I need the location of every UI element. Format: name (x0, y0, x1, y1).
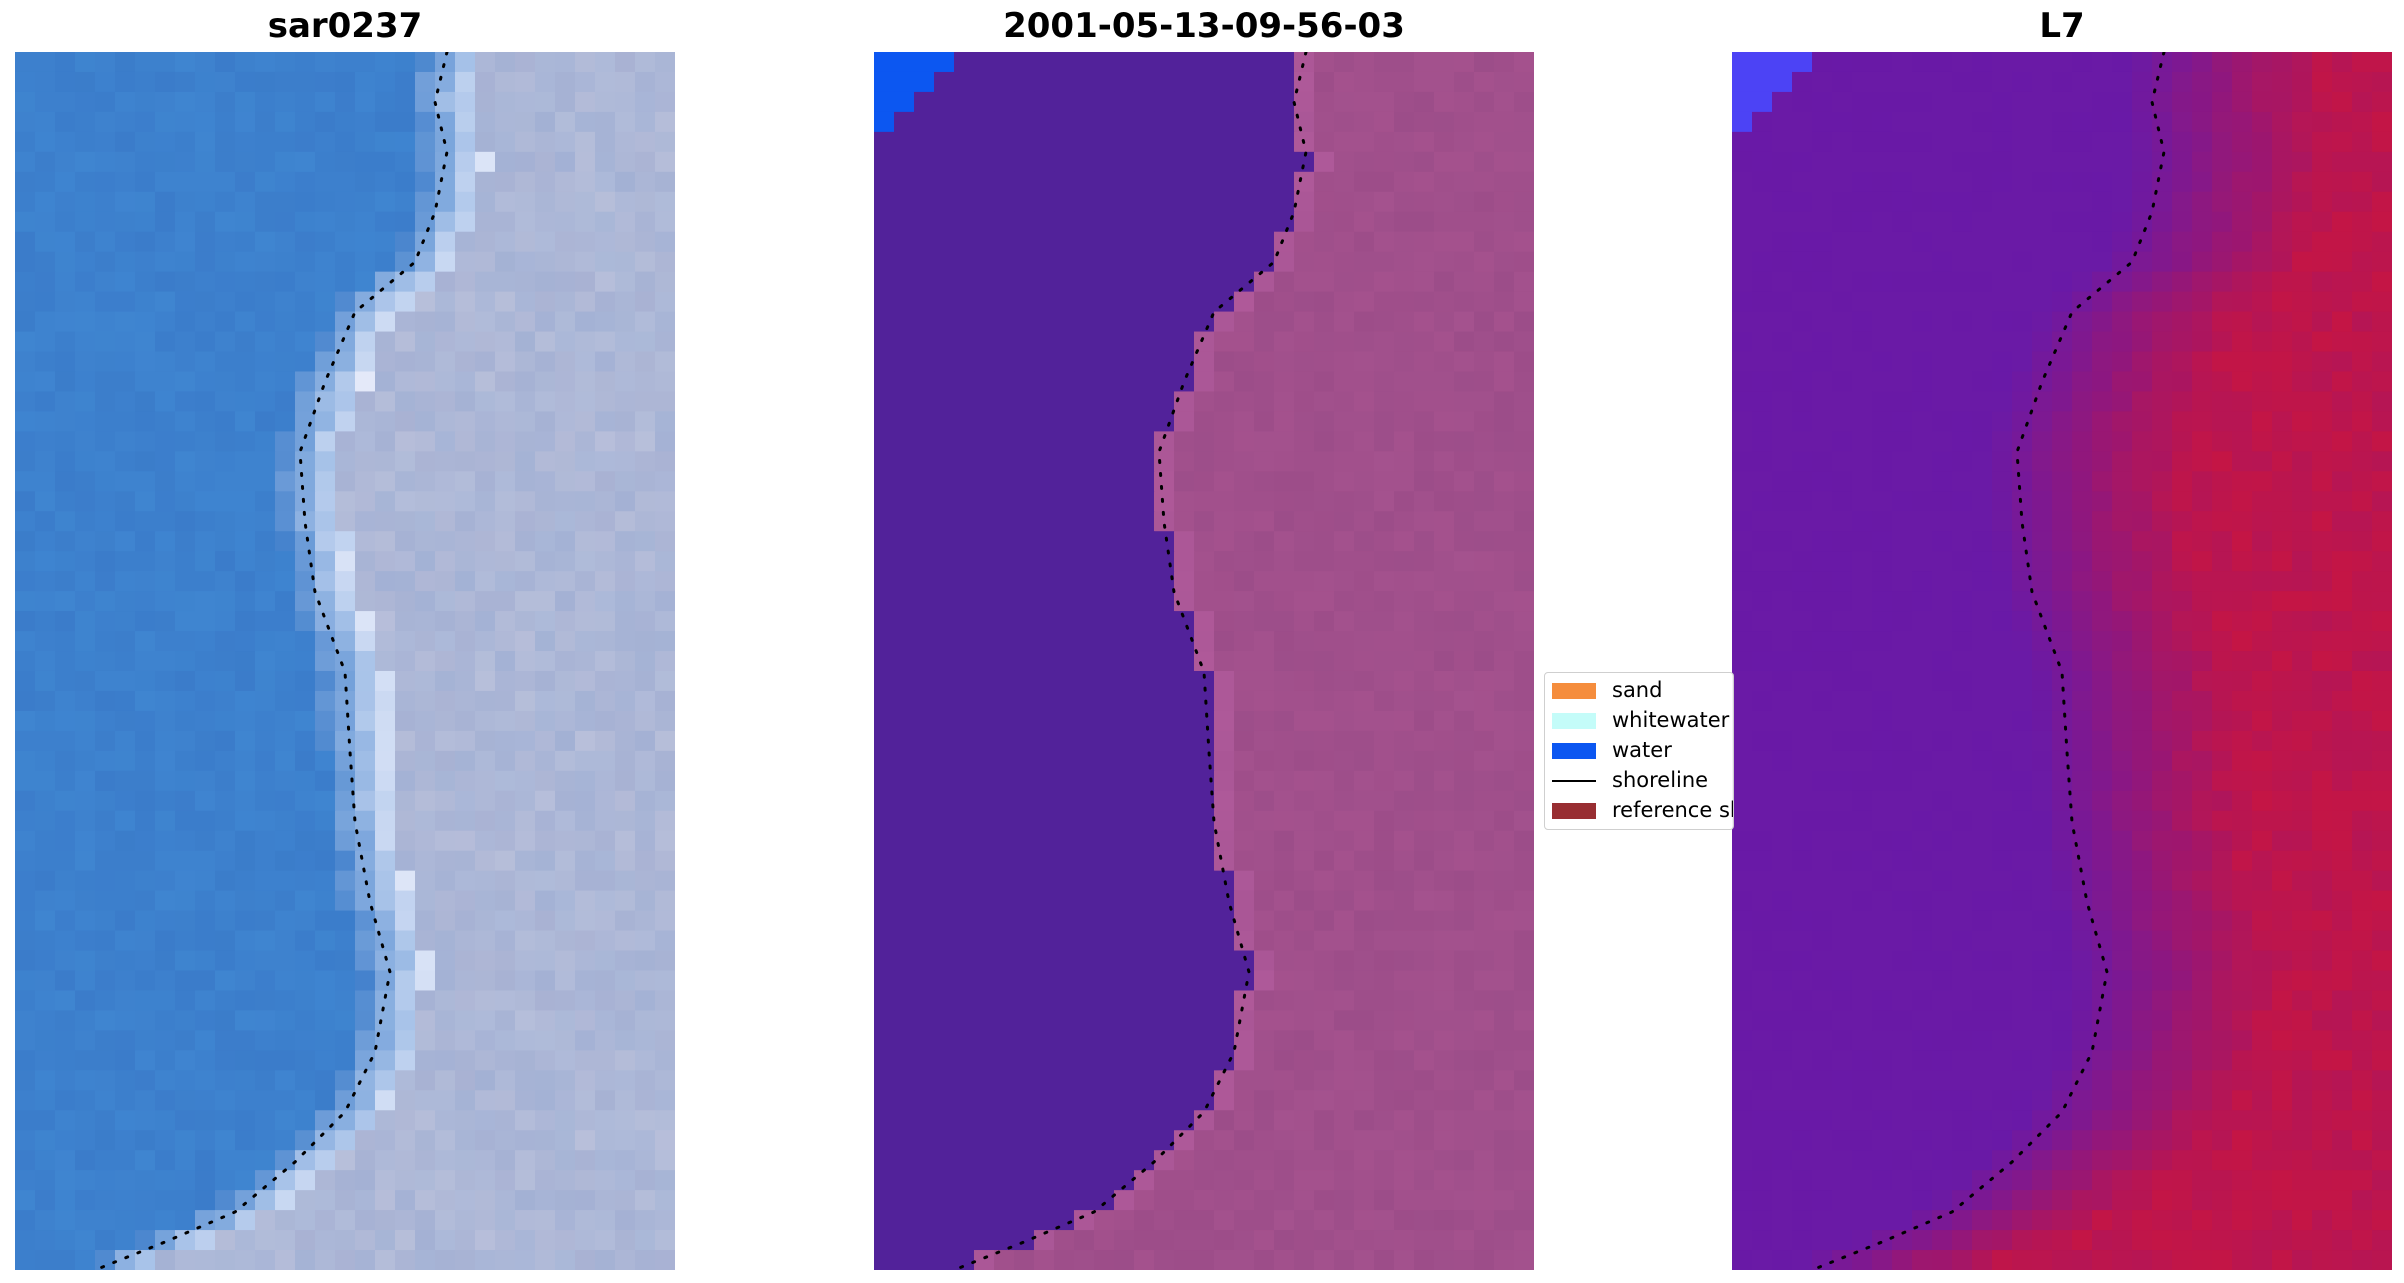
legend-label-whitewater: whitewater (1612, 708, 1730, 732)
shoreline-dots (1810, 52, 2166, 1270)
panel-title-index: L7 (2039, 6, 2085, 46)
classified-image (874, 52, 1534, 1270)
shoreline-dots (952, 52, 1308, 1270)
water-swatch (1552, 743, 1596, 759)
legend-item-sand: sand (1545, 677, 1733, 703)
rgb-image-panel (15, 52, 675, 1270)
legend-item-whitewater: whitewater (1545, 707, 1733, 733)
panel-title-classified: 2001-05-13-09-56-03 (1003, 6, 1405, 46)
index-image (1732, 52, 2392, 1270)
legend-item-water: water (1545, 737, 1733, 763)
legend-item-reference-shoreline: reference sh (1545, 797, 1734, 823)
index-image-panel (1732, 52, 2392, 1270)
shoreline-dots (93, 52, 449, 1270)
legend-label-reference-shoreline: reference sh (1612, 798, 1734, 822)
legend-label-sand: sand (1612, 678, 1663, 702)
sand-swatch (1552, 683, 1596, 699)
legend: sand whitewater water shoreline referenc… (1544, 672, 1734, 830)
classified-image-panel (874, 52, 1534, 1270)
legend-label-shoreline: shoreline (1612, 768, 1709, 792)
whitewater-swatch (1552, 713, 1596, 729)
shoreline-line-swatch (1552, 780, 1596, 782)
legend-item-shoreline: shoreline (1545, 767, 1733, 793)
legend-label-water: water (1612, 738, 1672, 762)
reference-shoreline-swatch (1552, 803, 1596, 819)
rgb-image (15, 52, 675, 1270)
panel-title-rgb: sar0237 (267, 6, 423, 46)
